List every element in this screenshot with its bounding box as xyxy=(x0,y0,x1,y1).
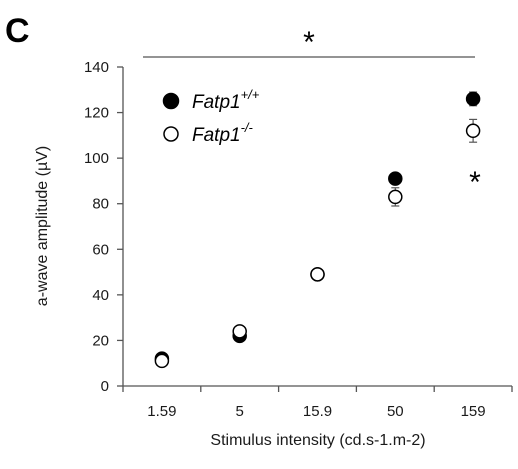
legend-label-knockout-name: Fatp1 xyxy=(192,125,241,146)
data-point xyxy=(232,324,247,339)
y-tick-label: 100 xyxy=(84,150,109,167)
data-point xyxy=(388,171,403,186)
x-tick-label: 15.9 xyxy=(303,403,332,420)
data-point xyxy=(465,123,481,139)
data-point xyxy=(388,189,403,205)
data-point xyxy=(154,353,170,369)
y-tick-label: 0 xyxy=(101,378,109,395)
x-axis-ticks: 1.59 5 15.9 50 159 xyxy=(122,386,513,420)
data-point xyxy=(465,91,481,107)
x-tick-label: 1.59 xyxy=(147,403,176,420)
legend-marker-filled-circle-icon xyxy=(162,92,180,110)
x-tick-label: 5 xyxy=(236,403,244,420)
x-tick-label: 159 xyxy=(461,403,486,420)
y-tick-label: 120 xyxy=(84,105,109,122)
y-tick-label: 140 xyxy=(84,59,109,76)
significance-star-overall: * xyxy=(303,26,315,59)
plot-area xyxy=(154,91,481,369)
y-tick-label: 80 xyxy=(92,196,109,213)
panel-label: C xyxy=(5,12,30,50)
y-axis-ticks: 0 20 40 60 80 100 120 140 xyxy=(84,59,123,395)
legend-label-knockout: Fatp1-/- xyxy=(192,120,254,146)
legend-marker-open-circle-icon xyxy=(163,126,179,142)
series-knockout xyxy=(154,118,481,369)
legend-label-knockout-sup: -/- xyxy=(241,120,254,135)
significance-star-point: * xyxy=(469,166,481,199)
y-tick-label: 20 xyxy=(92,332,109,349)
legend-label-wildtype-sup: +/+ xyxy=(241,87,260,102)
legend-label-wildtype-name: Fatp1 xyxy=(192,92,241,113)
x-tick-label: 50 xyxy=(387,403,404,420)
data-point xyxy=(310,267,325,282)
y-tick-label: 40 xyxy=(92,287,109,304)
y-axis-title: a-wave amplitude (µV) xyxy=(34,146,51,306)
legend-label-wildtype: Fatp1+/+ xyxy=(192,87,260,113)
y-tick-label: 60 xyxy=(92,241,109,258)
legend: Fatp1+/+ Fatp1-/- xyxy=(162,87,260,146)
x-axis-title: Stimulus intensity (cd.s-1.m-2) xyxy=(210,432,425,449)
